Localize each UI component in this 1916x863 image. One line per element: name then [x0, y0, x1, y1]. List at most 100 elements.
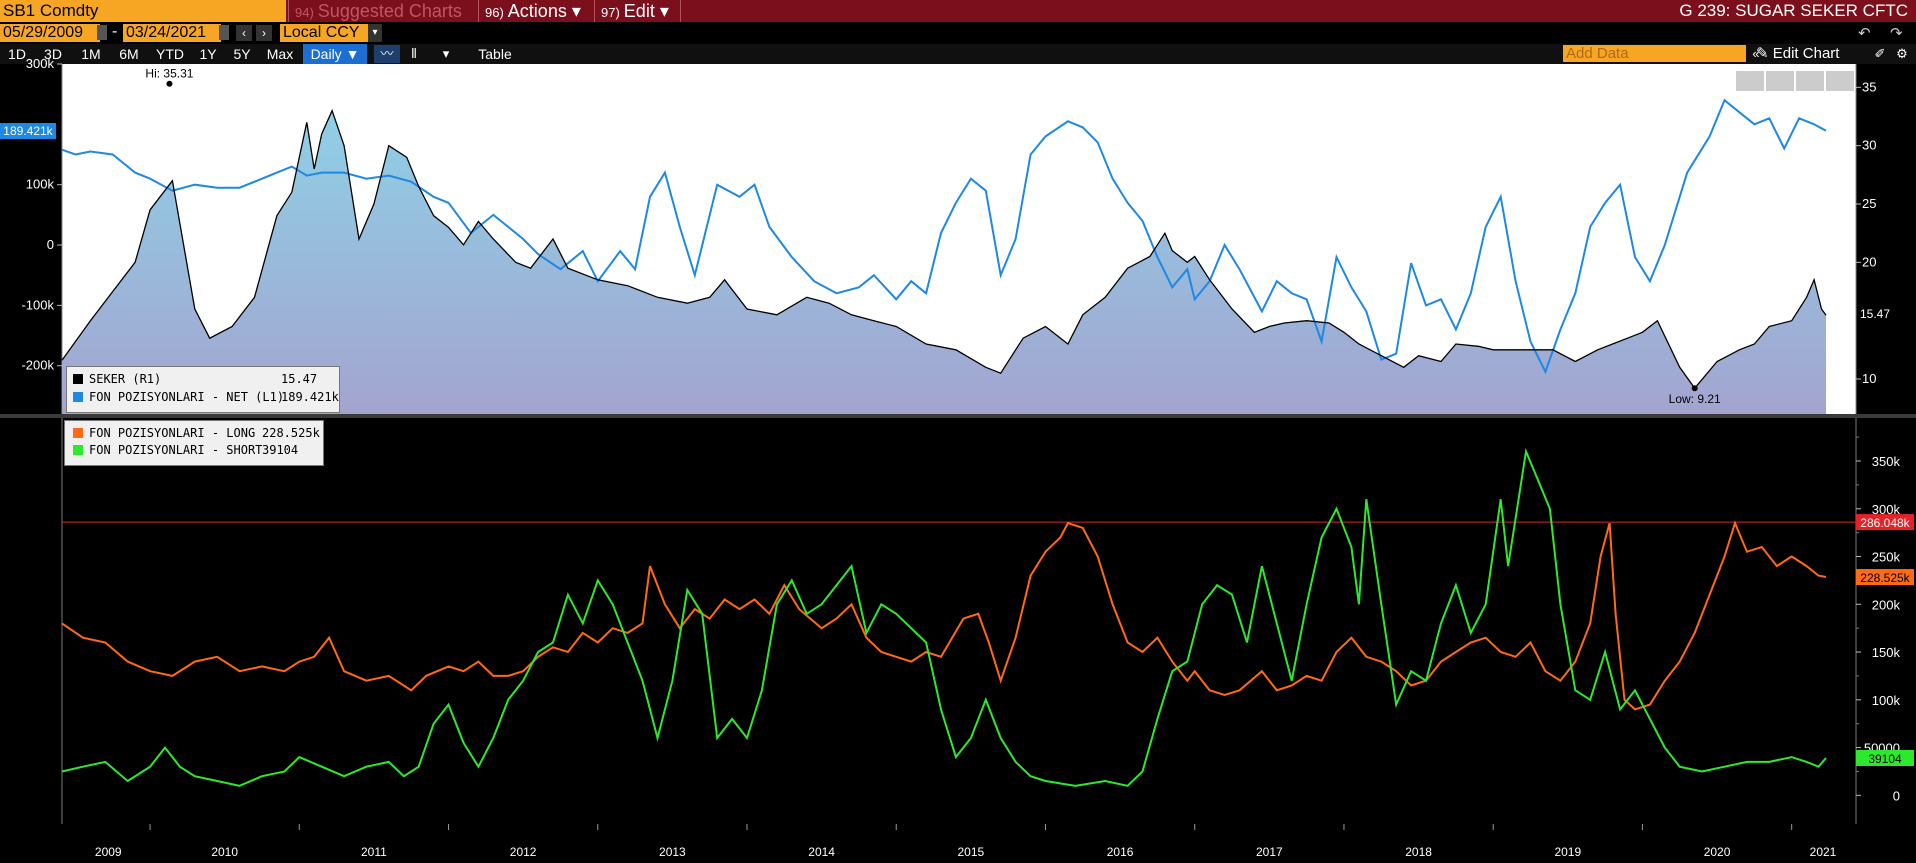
timeframe-1m[interactable]: 1M	[81, 46, 101, 62]
extreme-label: Low: 9.21	[1669, 392, 1721, 406]
bar-chart-icon[interactable]: ⫴	[411, 46, 417, 61]
timeframe-max[interactable]: Max	[266, 46, 294, 62]
x-tick-label: 2018	[1405, 845, 1432, 859]
x-tick-label: 2016	[1107, 845, 1134, 859]
legend-value: 39104	[262, 443, 299, 457]
legend-swatch	[73, 445, 83, 455]
x-tick-label: 2012	[510, 845, 537, 859]
legend-label: SEKER (R1)	[89, 372, 162, 386]
x-tick-label: 2021	[1810, 845, 1837, 859]
legend-label: FON POZISYONLARI - LONG	[89, 426, 256, 440]
short-position-line	[61, 447, 1827, 787]
right-tick-label: 30	[1862, 138, 1876, 153]
extreme-marker	[1691, 385, 1698, 392]
x-tick-label: 2014	[808, 845, 835, 859]
add-data-input[interactable]: Add Data	[1563, 45, 1746, 62]
actions-menu[interactable]: 96) Actions ▾	[478, 0, 593, 22]
menu-label: Edit ▾	[623, 1, 669, 21]
edit-icon[interactable]: ✐	[1874, 46, 1886, 61]
chevron-down-icon[interactable]: ▾	[442, 46, 450, 61]
legend-swatch	[73, 428, 83, 438]
zoom-icon[interactable]	[1826, 71, 1854, 91]
timeframe-3d[interactable]: 3D	[44, 46, 62, 62]
left-tick-label: 300k	[26, 56, 55, 71]
threshold-value-tag-bg	[1856, 514, 1914, 531]
left-tick-label: 100k	[26, 177, 55, 192]
list-icon[interactable]	[1796, 71, 1824, 91]
security-ticker[interactable]: SB1 Comdty	[0, 0, 286, 22]
x-tick-label: 2009	[95, 845, 122, 859]
long-position-line	[61, 520, 1827, 711]
long-last-value-tag-bg	[1856, 569, 1914, 586]
lower-tick-label: 100k	[1872, 693, 1901, 708]
calendar-icon[interactable]	[97, 25, 107, 40]
menu-number: 96)	[485, 5, 504, 20]
legend-swatch	[73, 392, 83, 402]
currency-select[interactable]: Local CCY ▾	[280, 24, 382, 42]
lower-legend[interactable]: FON POZISYONLARI - LONG 228.525k FON POZ…	[64, 420, 324, 466]
chart-title: G 239: SUGAR SEKER CFTC	[1679, 1, 1908, 20]
lower-tick-label: 300k	[1872, 502, 1901, 517]
undo-icon[interactable]: ↶	[1858, 25, 1871, 42]
net-position-line	[61, 98, 1827, 375]
crosshair-icon[interactable]	[1736, 71, 1764, 91]
menu-divider	[680, 0, 687, 22]
edit-chart-label: Edit Chart	[1772, 45, 1840, 62]
lower-tick-label: 0	[1893, 788, 1900, 803]
chevron-down-icon[interactable]: ▾	[368, 24, 382, 42]
title-bar	[0, 0, 1916, 22]
suggested-charts-menu[interactable]: 94) Suggested Charts	[288, 0, 478, 22]
calendar-icon[interactable]	[219, 25, 229, 40]
short-last-value-tag: 39104	[1868, 752, 1902, 766]
right-tick-label: 10	[1862, 371, 1876, 386]
panel-divider[interactable]	[0, 414, 1916, 418]
long-last-value-tag: 228.525k	[1860, 571, 1910, 585]
menu-number: 94)	[295, 5, 314, 20]
right-tick-label: 20	[1862, 254, 1876, 269]
edit-chart-button[interactable]: ✎ Edit Chart	[1756, 44, 1839, 64]
x-tick-label: 2010	[211, 845, 238, 859]
draw-icon[interactable]	[1766, 71, 1794, 91]
timeframe-ytd[interactable]: YTD	[156, 46, 184, 62]
right-tick-label: 35	[1862, 79, 1876, 94]
next-arrow-icon[interactable]: ›	[256, 25, 272, 41]
frequency-select[interactable]: Daily ▼	[303, 44, 367, 64]
start-date-input[interactable]: 05/29/2009	[0, 24, 100, 42]
panel-tools	[1736, 71, 1854, 91]
lower-tick-label: 350k	[1872, 454, 1901, 469]
currency-label: Local CCY	[283, 24, 360, 41]
table-button[interactable]: Table	[478, 46, 512, 62]
gear-icon[interactable]: ⚙	[1896, 46, 1908, 61]
legend-swatch	[73, 374, 83, 384]
x-tick-label: 2015	[958, 845, 985, 859]
date-toolbar	[0, 22, 1916, 44]
extreme-label: Hi: 35.31	[145, 67, 193, 81]
menu-label: Suggested Charts	[317, 1, 462, 21]
collapse-icon[interactable]: «	[1752, 46, 1760, 61]
x-tick-label: 2020	[1704, 845, 1731, 859]
legend-value: 15.47	[281, 372, 318, 386]
line-chart-icon[interactable]: 〰	[374, 45, 400, 63]
end-date-input[interactable]: 03/24/2021	[123, 24, 221, 42]
x-tick-label: 2017	[1256, 845, 1283, 859]
timeframe-1d[interactable]: 1D	[8, 46, 26, 62]
timeframe-5y[interactable]: 5Y	[233, 46, 251, 62]
pencil-icon: ✎	[1756, 45, 1773, 62]
legend-value: 189.421k	[281, 390, 339, 404]
threshold-value-tag: 286.048k	[1860, 516, 1910, 530]
timeframe-1y[interactable]: 1Y	[199, 46, 217, 62]
legend-label: FON POZISYONLARI - SHORT	[89, 443, 263, 457]
left-tick-label: -200k	[21, 358, 54, 373]
redo-icon[interactable]: ↷	[1890, 25, 1903, 42]
date-separator: -	[112, 23, 118, 40]
seker-area	[62, 110, 1826, 414]
legend-label: FON POZISYONLARI - NET (L1)	[89, 390, 285, 404]
prev-arrow-icon[interactable]: ‹	[236, 25, 252, 41]
timeframe-6m[interactable]: 6M	[119, 46, 139, 62]
legend-value: 228.525k	[262, 426, 320, 440]
menu-label: Actions ▾	[507, 1, 581, 21]
upper-legend[interactable]: SEKER (R1) 15.47 FON POZISYONLARI - NET …	[66, 366, 340, 413]
edit-menu[interactable]: 97) Edit ▾	[594, 0, 679, 22]
lower-tick-label: 150k	[1872, 645, 1901, 660]
